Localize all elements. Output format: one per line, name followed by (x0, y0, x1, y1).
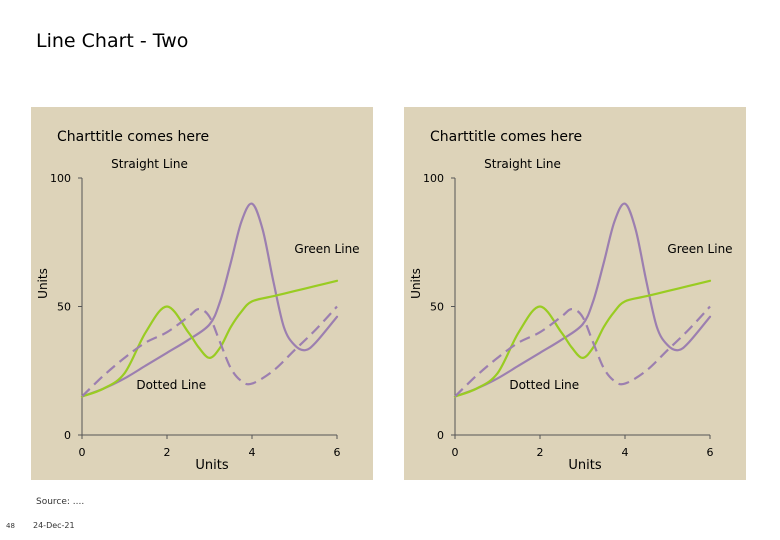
x-tick-label: 2 (164, 446, 171, 459)
series-line-straight-line (453, 202, 712, 398)
chart-title: Charttitle comes here (430, 129, 582, 145)
x-tick-label: 2 (537, 446, 544, 459)
series-label: Straight Line (484, 157, 561, 171)
series-label: Straight Line (111, 157, 188, 171)
y-tick-label: 0 (437, 429, 444, 442)
y-axis-label: Units (409, 268, 423, 299)
x-tick-label: 4 (622, 446, 629, 459)
series-line-green-line (453, 279, 712, 398)
x-tick-label: 0 (79, 446, 86, 459)
date-label: 24-Dec-21 (33, 521, 75, 530)
line-chart-right: Charttitle comes here 0 50 100 0 2 4 6 Units Unit… (409, 129, 733, 473)
y-tick-label: 100 (423, 172, 444, 185)
y-tick-label: 50 (57, 301, 71, 314)
page-number: 48 (6, 522, 15, 530)
page-title: Line Chart - Two (36, 30, 189, 52)
line-chart-left: Charttitle comes here 0 50 100 0 2 4 6 Units Unit… (36, 129, 360, 473)
source-note: Source: .... (36, 497, 85, 507)
series-line-dotted-line (81, 305, 338, 398)
y-tick-label: 0 (64, 429, 71, 442)
chart-title: Charttitle comes here (57, 129, 209, 145)
y-tick-label: 50 (430, 301, 444, 314)
x-tick-label: 6 (707, 446, 714, 459)
x-tick-label: 4 (249, 446, 256, 459)
series-label: Dotted Line (509, 378, 579, 392)
y-axis-label: Units (36, 268, 50, 299)
series-line-dotted-line (454, 305, 711, 398)
x-tick-label: 6 (334, 446, 341, 459)
series-label: Green Line (294, 242, 359, 256)
chart-panel-left: Charttitle comes here 0 50 100 0 2 4 6 Units Unit… (31, 107, 373, 480)
y-tick-label: 100 (50, 172, 71, 185)
x-axis-label: Units (568, 458, 601, 473)
series-line-green-line (80, 279, 339, 398)
series-label: Dotted Line (136, 378, 206, 392)
series-line-straight-line (80, 202, 339, 398)
x-axis-label: Units (195, 458, 228, 473)
x-tick-label: 0 (452, 446, 459, 459)
series-label: Green Line (667, 242, 732, 256)
chart-panel-right: Charttitle comes here 0 50 100 0 2 4 6 Units Unit… (404, 107, 746, 480)
